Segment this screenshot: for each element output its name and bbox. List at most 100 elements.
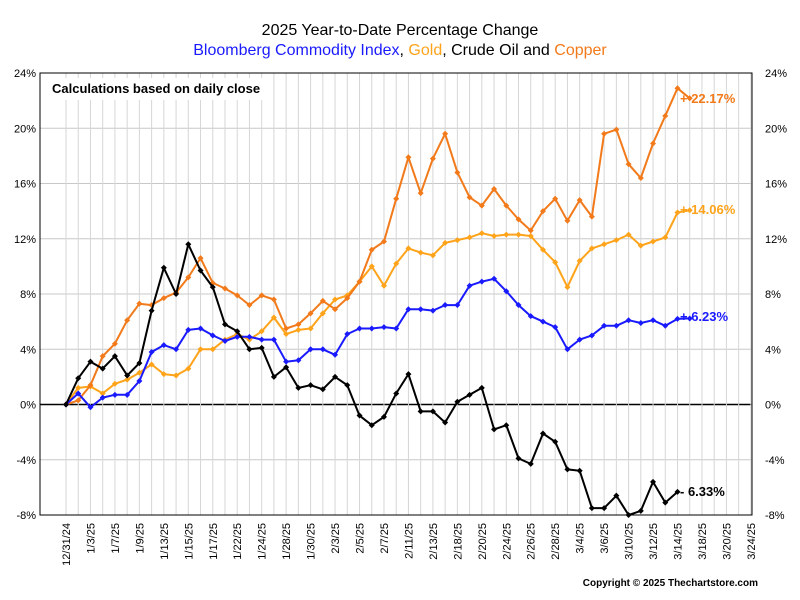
data-point-crude (148, 307, 155, 314)
plot-border (39, 72, 753, 516)
data-point-bcom (613, 322, 620, 329)
data-point-copper (491, 186, 498, 193)
data-point-crude (197, 267, 204, 274)
x-tick-label: 2/13/25 (428, 523, 440, 560)
y-tick-label-right: 20% (765, 123, 787, 135)
data-point-gold (270, 314, 277, 321)
subtitle-part: Gold (408, 42, 442, 59)
data-point-gold (625, 231, 632, 238)
data-point-crude (344, 382, 351, 389)
series-line-bcom (65, 277, 690, 409)
data-point-copper (344, 295, 351, 302)
data-point-copper (111, 340, 118, 347)
data-point-copper (197, 255, 204, 262)
data-point-crude (283, 364, 290, 371)
data-point-copper (576, 197, 583, 204)
data-point-copper (454, 169, 461, 176)
y-tick-label-right: 4% (765, 344, 781, 356)
data-point-gold (527, 232, 534, 239)
data-point-copper (588, 213, 595, 220)
data-point-gold (283, 331, 290, 338)
data-point-crude (246, 346, 253, 353)
x-tick-label: 2/20/25 (477, 523, 489, 560)
x-tick-label: 1/17/25 (208, 523, 220, 560)
data-point-gold (491, 232, 498, 239)
subtitle-part: , Crude Oil and (442, 42, 554, 59)
subtitle-part: Copper (554, 42, 607, 59)
data-point-crude (601, 505, 608, 512)
data-point-copper (246, 302, 253, 309)
data-point-bcom (564, 346, 571, 353)
data-point-crude (405, 371, 412, 378)
data-point-bcom (221, 337, 228, 344)
data-point-gold (295, 326, 302, 333)
x-tick-label: 1/24/25 (257, 523, 269, 560)
data-point-gold (674, 209, 681, 216)
data-point-bcom (466, 282, 473, 289)
data-point-gold (429, 252, 436, 259)
data-point-crude (662, 499, 669, 506)
data-point-bcom (393, 325, 400, 332)
data-point-crude (637, 507, 644, 514)
data-point-bcom (442, 302, 449, 309)
data-point-crude (625, 512, 632, 518)
y-tick-label-right: 12% (765, 234, 787, 246)
data-point-bcom (662, 322, 669, 329)
y-tick-label-left: 0% (20, 400, 36, 412)
data-point-crude (111, 353, 118, 360)
data-point-copper (283, 325, 290, 332)
x-tick-label: 3/12/25 (648, 523, 660, 560)
data-point-bcom (295, 357, 302, 364)
data-point-gold (332, 296, 339, 303)
data-point-crude (234, 328, 241, 335)
data-point-copper (185, 274, 192, 281)
data-point-bcom (625, 317, 632, 324)
data-point-gold (650, 238, 657, 245)
data-point-bcom (429, 307, 436, 314)
data-point-bcom (87, 404, 94, 411)
data-point-copper (686, 95, 693, 102)
data-point-crude (173, 291, 180, 297)
data-point-copper (564, 217, 571, 224)
data-point-copper (527, 227, 534, 234)
chart-subtitle: Bloomberg Commodity Index, Gold, Crude O… (193, 42, 607, 59)
x-tick-label: 2/11/25 (403, 523, 415, 559)
data-point-bcom (356, 325, 363, 332)
data-point-crude (270, 373, 277, 380)
data-point-copper (319, 297, 326, 304)
data-point-crude (478, 384, 485, 391)
data-point-copper (356, 278, 363, 285)
data-point-bcom (637, 320, 644, 327)
x-tick-label: 3/18/25 (697, 523, 709, 560)
series-crude: - 6.33% (63, 241, 725, 518)
x-tick-label: 3/10/25 (624, 523, 636, 560)
x-axis: 12/31/24 1/3/25 1/7/25 1/9/25 1/13/25 1/15/25… (61, 523, 758, 566)
data-point-crude (417, 408, 424, 415)
data-point-crude (209, 284, 216, 291)
data-point-bcom (124, 391, 131, 398)
note-text: Calculations based on daily close (52, 81, 260, 96)
data-point-crude (650, 478, 657, 485)
data-point-crude (160, 264, 167, 271)
x-tick-label: 1/9/25 (134, 523, 146, 554)
data-point-gold (173, 372, 180, 379)
data-point-bcom (576, 336, 583, 343)
data-point-bcom (185, 326, 192, 333)
x-tick-label: 2/5/25 (355, 523, 367, 554)
end-label-gold: + 14.06% (680, 202, 736, 217)
data-point-copper (393, 195, 400, 202)
y-tick-label-right: -8% (765, 510, 785, 522)
data-point-gold (539, 246, 546, 253)
data-point-bcom (197, 325, 204, 332)
data-point-copper (637, 174, 644, 181)
series-line-gold (65, 209, 690, 406)
data-point-copper (552, 195, 559, 202)
end-label-copper: + 22.17% (680, 91, 736, 106)
data-point-copper (613, 126, 620, 133)
x-tick-label: 12/31/24 (61, 523, 73, 566)
data-point-gold (124, 376, 131, 383)
data-point-gold (417, 249, 424, 256)
data-point-gold (185, 365, 192, 372)
